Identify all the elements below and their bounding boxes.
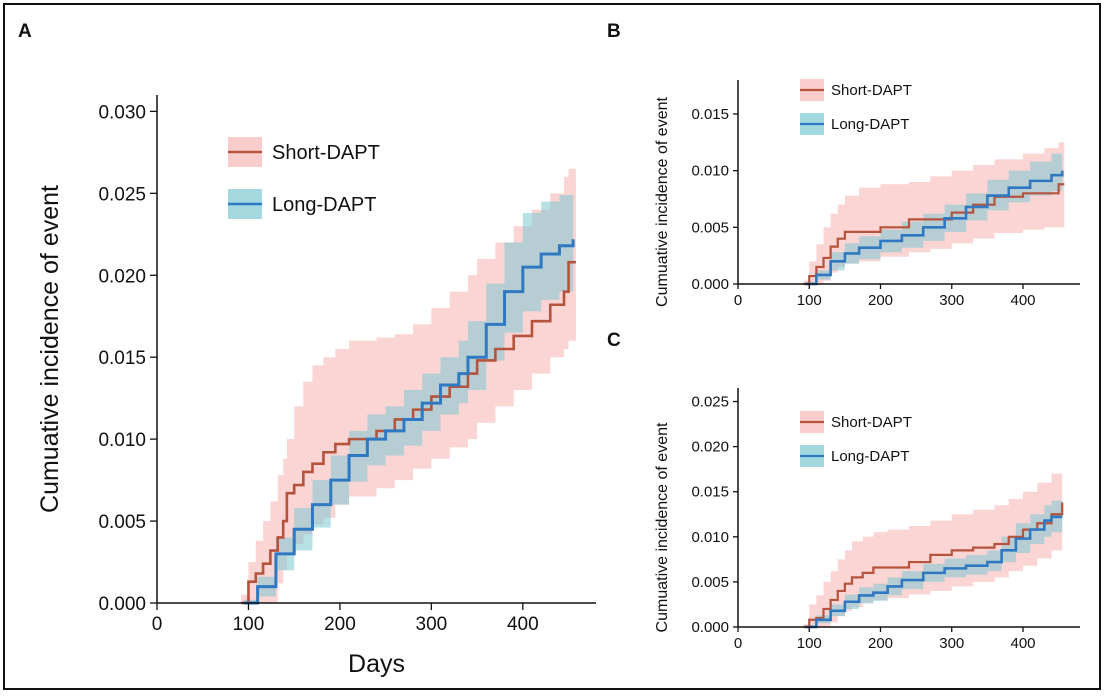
x-tick-label: 200 [868,292,893,309]
x-tick-label: 0 [734,292,742,309]
y-tick-label: 0.015 [691,484,729,501]
short-dapt-line [241,260,576,605]
long-dapt-line [243,239,575,605]
long-dapt-line [805,515,1063,629]
y-tick-label: 0.020 [691,439,729,456]
y-tick-label: 0.030 [98,102,146,123]
x-tick-label: 200 [868,635,893,652]
long-dapt-line [805,170,1064,286]
x-tick-label: 0 [152,614,163,635]
panel-c: 0 100 200 300 400 0.000 0.005 0.010 0.015 0.020 0.… [654,388,1080,652]
legend-label-long-dapt: Long-DAPT [831,448,909,465]
x-tick-label: 300 [416,614,448,635]
x-tick-label: 200 [324,614,356,635]
legend-label-long-dapt: Long-DAPT [831,116,909,133]
y-axis-label: Cumuative incidence of event [654,97,671,307]
y-tick-label: 0.010 [691,529,729,546]
y-tick-label: 0.015 [98,348,146,369]
y-tick-label: 0.015 [691,106,729,123]
panel-letter-c: C [607,330,621,351]
y-tick-label: 0.000 [98,594,146,615]
y-tick-label: 0.025 [98,184,146,205]
x-tick-label: 300 [939,292,964,309]
x-tick-label: 400 [1010,635,1035,652]
legend-label-short-dapt: Short-DAPT [831,82,912,99]
y-tick-label: 0.005 [691,574,729,591]
y-tick-label: 0.000 [691,276,729,293]
y-axis-label: Cumuative incidence of event [36,185,64,513]
y-tick-label: 0.010 [98,430,146,451]
panel-letter-a: A [18,21,32,42]
y-tick-label: 0.000 [691,619,729,636]
long-dapt-ci-band [805,150,1063,284]
panel-letter-b: B [607,21,621,42]
y-tick-label: 0.010 [691,163,729,180]
short-dapt-line [803,502,1064,629]
panel-a: 0 100 200 300 400 0.000 0.005 0.010 0.015 0.020 0.… [36,95,596,678]
x-tick-label: 0 [734,635,742,652]
legend-label-short-dapt: Short-DAPT [272,142,380,164]
x-tick-label: 100 [233,614,265,635]
panel-b: 0 100 200 300 400 0.000 0.005 0.010 0.015 Cumuati… [654,79,1080,309]
legend-label-short-dapt: Short-DAPT [831,414,912,431]
x-axis-label: Days [348,650,405,678]
y-tick-label: 0.025 [691,394,729,411]
y-tick-label: 0.020 [98,266,146,287]
x-tick-label: 400 [1010,292,1035,309]
y-axis-label: Cumuative incidence of event [654,422,671,632]
x-tick-label: 100 [797,292,822,309]
x-tick-label: 300 [939,635,964,652]
y-tick-label: 0.005 [691,219,729,236]
short-dapt-ci-band [803,462,1063,627]
x-tick-label: 400 [507,614,539,635]
short-dapt-line [803,183,1065,286]
legend-label-long-dapt: Long-DAPT [272,194,377,216]
y-tick-label: 0.005 [98,512,146,533]
long-dapt-ci-band [243,193,574,604]
x-tick-label: 100 [797,635,822,652]
